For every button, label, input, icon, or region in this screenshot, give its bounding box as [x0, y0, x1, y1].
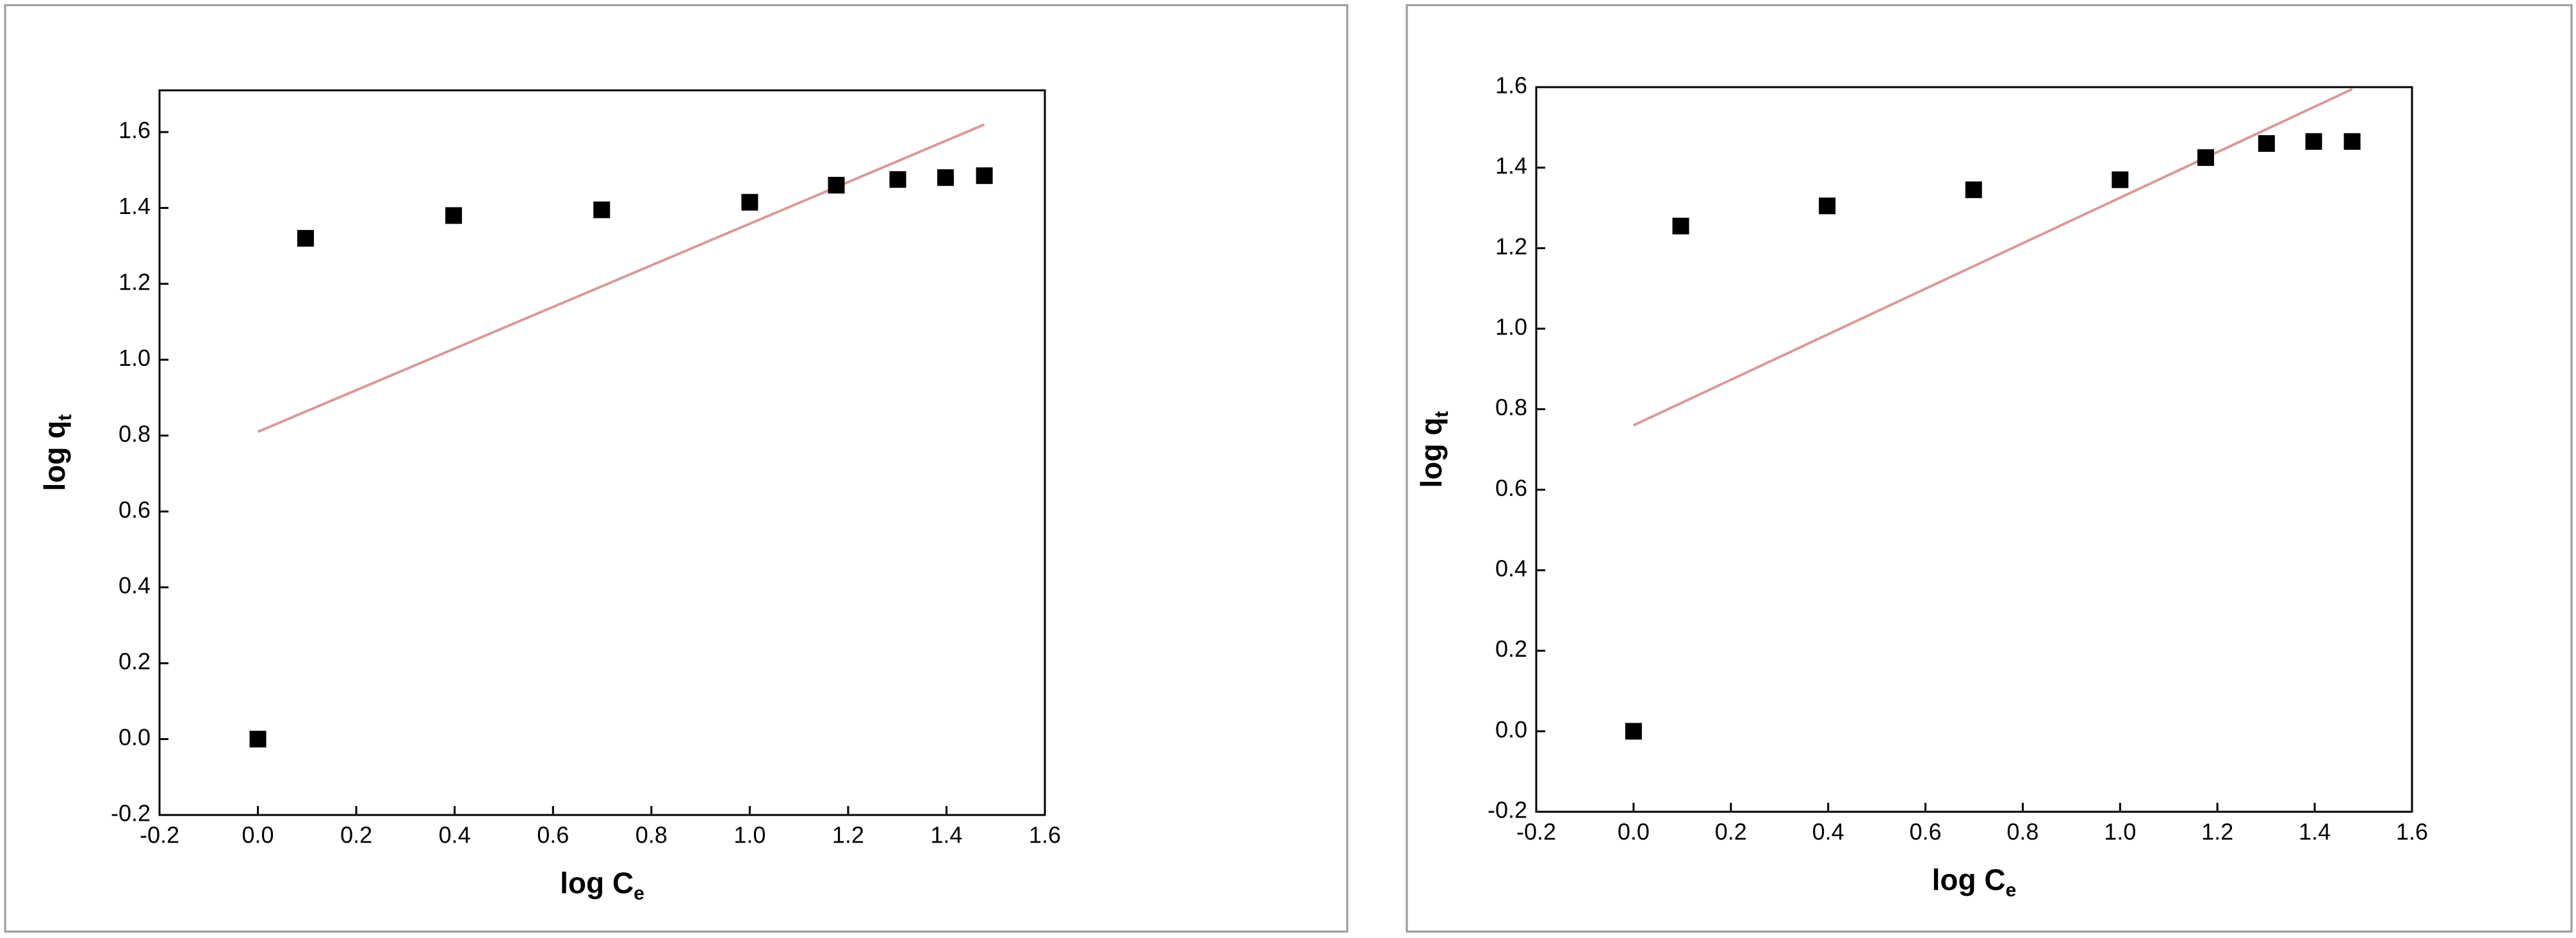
y-axis-label-text: log q: [38, 421, 71, 491]
data-point: [741, 193, 759, 211]
data-point: [889, 171, 907, 188]
x-axis-label-subscript: e: [2006, 880, 2017, 901]
y-tick-label: 1.0: [1495, 314, 1527, 340]
y-tick-label: 0.0: [1495, 716, 1527, 743]
x-tick-label: 1.4: [2299, 819, 2331, 845]
data-point: [2305, 133, 2322, 150]
x-axis-label: log Ce: [1932, 863, 2017, 901]
data-point: [1965, 181, 1982, 199]
x-tick-label: 0.0: [1618, 819, 1650, 845]
x-tick-label: 0.8: [636, 822, 668, 848]
y-axis-label-subscript: t: [54, 415, 76, 421]
y-tick-label: 0.8: [119, 420, 151, 447]
plot-frame: [158, 89, 1046, 816]
x-tick-label: 1.2: [2201, 819, 2233, 845]
panel-frame: [1406, 4, 2573, 933]
panel-frame: [4, 4, 1349, 933]
fit-line: [257, 123, 985, 433]
data-point: [976, 167, 993, 185]
data-point: [2112, 171, 2129, 188]
y-tick-label: 0.8: [1495, 394, 1527, 420]
y-tick-label: 1.0: [119, 345, 151, 371]
x-tick-label: 0.0: [242, 822, 274, 848]
data-point: [2343, 133, 2361, 150]
x-tick-label: 0.2: [340, 822, 372, 848]
y-tick-label: 0.6: [119, 497, 151, 523]
x-tick-label: -0.2: [1516, 819, 1556, 845]
x-tick-label: 1.0: [2104, 819, 2136, 845]
y-tick-label: 1.2: [119, 269, 151, 295]
y-tick-label: 1.6: [119, 117, 151, 144]
x-tick-label: 1.0: [734, 822, 766, 848]
y-axis-label-text: log q: [1415, 418, 1448, 488]
data-point: [593, 201, 611, 218]
x-axis-label: log Ce: [560, 866, 644, 904]
y-tick-label: 0.0: [119, 724, 151, 750]
y-tick-label: -0.2: [111, 800, 151, 827]
y-axis-label-subscript: t: [1431, 411, 1452, 418]
y-axis-label: log qt: [38, 415, 76, 491]
data-point: [2197, 149, 2214, 166]
x-tick-label: 0.6: [1910, 819, 1942, 845]
y-tick-label: 0.2: [1495, 636, 1527, 662]
x-tick-label: 1.2: [832, 822, 864, 848]
x-tick-label: 0.6: [537, 822, 569, 848]
y-tick-label: 1.6: [1495, 72, 1527, 99]
fit-line: [1633, 88, 2353, 427]
x-tick-label: 1.6: [1029, 822, 1061, 848]
data-point: [445, 207, 463, 224]
data-point: [249, 730, 267, 748]
y-tick-label: 1.4: [119, 193, 151, 219]
x-axis-label-text: log C: [1932, 863, 2006, 896]
data-point: [1625, 723, 1642, 740]
x-tick-label: -0.2: [140, 822, 179, 848]
data-point: [297, 229, 315, 247]
plot-frame: [1535, 86, 2413, 813]
x-tick-label: 0.8: [2006, 819, 2039, 845]
y-tick-label: 1.4: [1495, 152, 1527, 179]
y-tick-label: 0.4: [119, 572, 151, 598]
x-tick-label: 0.4: [1812, 819, 1844, 845]
data-point: [937, 169, 954, 186]
x-axis-label-subscript: e: [634, 883, 644, 904]
y-tick-label: 0.2: [119, 648, 151, 675]
data-point: [828, 177, 845, 194]
data-point: [2258, 135, 2275, 152]
x-tick-label: 0.2: [1715, 819, 1747, 845]
x-tick-label: 1.4: [930, 822, 962, 848]
data-point: [1819, 197, 1836, 215]
x-tick-label: 0.4: [439, 822, 471, 848]
y-tick-label: 0.6: [1495, 475, 1527, 501]
x-axis-label-text: log C: [560, 866, 634, 900]
y-tick-label: 1.2: [1495, 233, 1527, 259]
y-tick-label: -0.2: [1488, 797, 1527, 823]
x-tick-label: 1.6: [2396, 819, 2428, 845]
data-point: [1672, 217, 1689, 234]
y-tick-label: 0.4: [1495, 555, 1527, 582]
y-axis-label: log qt: [1415, 411, 1452, 488]
